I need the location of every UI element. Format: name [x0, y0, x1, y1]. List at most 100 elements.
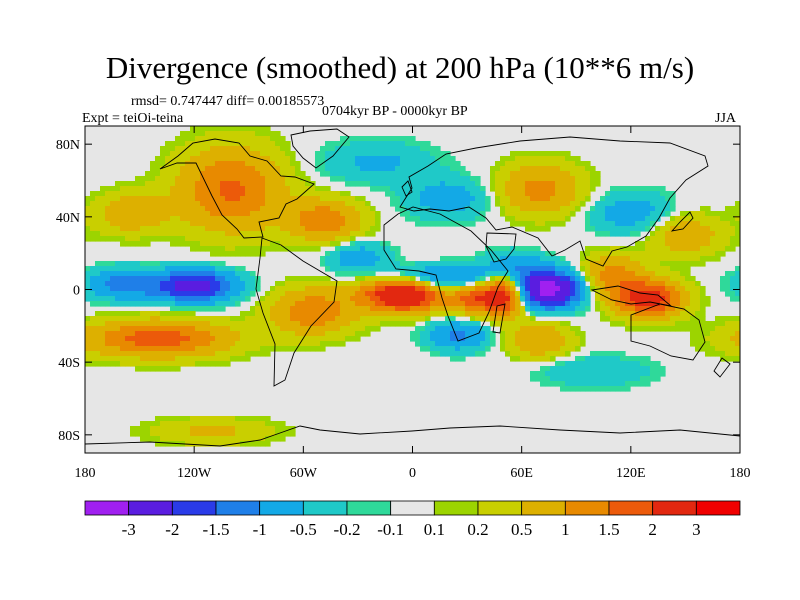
field-cell — [125, 361, 131, 367]
field-cell — [490, 176, 496, 182]
field-cell — [340, 216, 346, 222]
field-cell — [350, 231, 356, 237]
field-cell — [660, 261, 666, 267]
field-cell — [635, 206, 641, 212]
field-cell — [170, 196, 176, 202]
field-cell — [555, 256, 561, 262]
field-cell — [395, 136, 401, 142]
field-cell — [210, 246, 216, 252]
field-cell — [505, 291, 511, 297]
field-cell — [240, 146, 246, 152]
field-cell — [215, 221, 221, 227]
field-cell — [155, 321, 161, 327]
field-cell — [150, 346, 156, 352]
field-cell — [315, 246, 321, 252]
field-cell — [460, 196, 466, 202]
field-cell — [540, 351, 546, 357]
coastline-north-america — [159, 138, 315, 239]
field-cell — [195, 211, 201, 217]
field-cell — [220, 226, 226, 232]
field-cell — [725, 286, 731, 292]
field-cell — [645, 296, 651, 302]
field-cell — [540, 151, 546, 157]
field-cell — [215, 186, 221, 192]
field-cell — [625, 276, 631, 282]
field-cell — [205, 161, 211, 167]
field-cell — [85, 296, 91, 302]
field-cell — [425, 301, 431, 307]
field-cell — [725, 231, 731, 237]
field-cell — [320, 346, 326, 352]
field-cell — [265, 336, 271, 342]
field-cell — [195, 241, 201, 247]
field-cell — [265, 156, 271, 162]
field-cell — [730, 321, 736, 327]
field-cell — [330, 161, 336, 167]
field-cell — [105, 201, 111, 207]
field-cell — [335, 171, 341, 177]
field-cell — [155, 191, 161, 197]
field-cell — [175, 316, 181, 322]
field-cell — [490, 301, 496, 307]
field-cell — [385, 176, 391, 182]
field-cell — [145, 196, 151, 202]
field-cell — [545, 176, 551, 182]
field-cell — [405, 211, 411, 217]
field-cell — [260, 246, 266, 252]
field-cell — [105, 186, 111, 192]
field-cell — [265, 151, 271, 157]
field-cell — [460, 326, 466, 332]
field-cell — [135, 286, 141, 292]
field-cell — [525, 216, 531, 222]
field-cell — [415, 166, 421, 172]
field-cell — [365, 211, 371, 217]
field-cell — [375, 321, 381, 327]
field-cell — [675, 321, 681, 327]
field-cell — [240, 131, 246, 137]
field-cell — [105, 211, 111, 217]
field-cell — [135, 331, 141, 337]
field-cell — [220, 436, 226, 442]
field-cell — [650, 326, 656, 332]
field-cell — [525, 226, 531, 232]
field-cell — [560, 361, 566, 367]
field-cell — [735, 341, 740, 347]
field-cell — [540, 201, 546, 207]
field-cell — [555, 306, 561, 312]
field-cell — [480, 336, 486, 342]
field-cell — [730, 346, 736, 352]
field-cell — [665, 201, 671, 207]
field-cell — [725, 351, 731, 357]
field-cell — [540, 196, 546, 202]
field-cell — [360, 326, 366, 332]
field-cell — [515, 151, 521, 157]
field-cell — [160, 176, 166, 182]
field-cell — [205, 421, 211, 427]
field-cell — [475, 206, 481, 212]
field-cell — [680, 251, 686, 257]
field-cell — [330, 226, 336, 232]
field-cell — [245, 226, 251, 232]
field-cell — [430, 166, 436, 172]
field-cell — [520, 166, 526, 172]
field-cell — [415, 171, 421, 177]
field-cell — [165, 166, 171, 172]
field-cell — [405, 171, 411, 177]
field-cell — [715, 321, 721, 327]
field-cell — [235, 166, 241, 172]
field-cell — [520, 296, 526, 302]
field-cell — [590, 361, 596, 367]
field-cell — [270, 156, 276, 162]
field-cell — [365, 321, 371, 327]
field-cell — [655, 216, 661, 222]
field-cell — [420, 176, 426, 182]
field-cell — [345, 331, 351, 337]
field-cell — [500, 256, 506, 262]
field-cell — [420, 301, 426, 307]
field-cell — [710, 321, 716, 327]
field-cell — [215, 331, 221, 337]
field-cell — [480, 346, 486, 352]
field-cell — [530, 306, 536, 312]
field-cell — [240, 351, 246, 357]
